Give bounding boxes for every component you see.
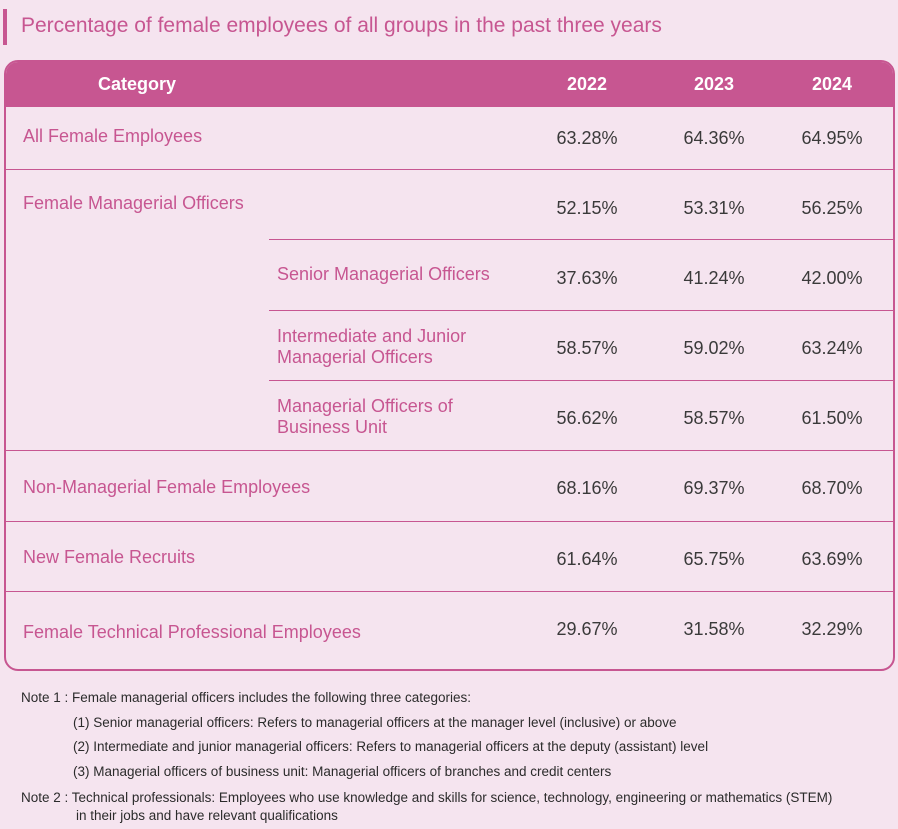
- note-1-item: (2) Intermediate and junior managerial o…: [73, 739, 709, 754]
- row-divider: [6, 591, 893, 592]
- cell-value: 31.58%: [683, 619, 745, 639]
- cell-value: 52.15%: [556, 198, 618, 218]
- row-label: Non-Managerial Female Employees: [23, 477, 311, 497]
- row-divider: [269, 310, 893, 311]
- note-1: Note 1 : Female managerial officers incl…: [21, 690, 471, 705]
- header-category: Category: [98, 74, 177, 94]
- row-divider: [6, 450, 893, 451]
- row-divider: [6, 521, 893, 522]
- header-year-2024: 2024: [811, 74, 853, 94]
- row-label: Business Unit: [277, 417, 388, 437]
- cell-value: 42.00%: [801, 268, 863, 288]
- female-employees-table: Category 2022 2023 2024 All Female Emplo…: [4, 60, 895, 671]
- row-label: All Female Employees: [23, 126, 203, 146]
- note-1-item: (3) Managerial officers of business unit…: [73, 764, 612, 779]
- cell-value: 29.67%: [556, 619, 618, 639]
- row-label: Managerial Officers: [277, 347, 433, 367]
- cell-value: 53.31%: [683, 198, 745, 218]
- cell-value: 58.57%: [556, 338, 618, 358]
- cell-value: 37.63%: [556, 268, 618, 288]
- cell-value: 61.50%: [801, 408, 863, 428]
- cell-value: 61.64%: [556, 549, 618, 569]
- cell-value: 41.24%: [683, 268, 745, 288]
- row-divider: [6, 169, 893, 170]
- cell-value: 64.36%: [683, 128, 745, 148]
- cell-value: 64.95%: [801, 128, 863, 148]
- cell-value: 58.57%: [683, 408, 745, 428]
- row-label: Female Managerial Officers: [23, 193, 244, 213]
- cell-value: 68.16%: [556, 478, 618, 498]
- note-2: Note 2 : Technical professionals: Employ…: [21, 790, 833, 805]
- cell-value: 63.24%: [801, 338, 863, 358]
- row-divider: [269, 239, 893, 240]
- cell-value: 59.02%: [683, 338, 745, 358]
- note-1-item: (1) Senior managerial officers: Refers t…: [73, 715, 677, 730]
- table-header: Category 2022 2023 2024: [6, 62, 893, 107]
- row-divider: [269, 380, 893, 381]
- cell-value: 32.29%: [801, 619, 863, 639]
- row-label: Senior Managerial Officers: [277, 264, 490, 284]
- page-title: Percentage of female employees of all gr…: [3, 9, 662, 45]
- row-label: New Female Recruits: [23, 547, 196, 567]
- cell-value: 63.69%: [801, 549, 863, 569]
- row-label: Female Technical Professional Employees: [23, 622, 361, 642]
- cell-value: 56.25%: [801, 198, 863, 218]
- header-year-2022: 2022: [566, 74, 608, 94]
- row-label: Intermediate and Junior: [277, 326, 467, 346]
- cell-value: 68.70%: [801, 478, 863, 498]
- header-year-2023: 2023: [693, 74, 735, 94]
- cell-value: 65.75%: [683, 549, 745, 569]
- cell-value: 63.28%: [556, 128, 618, 148]
- row-label: Managerial Officers of: [277, 396, 453, 416]
- note-2-continued: in their jobs and have relevant qualific…: [76, 808, 338, 823]
- cell-value: 56.62%: [556, 408, 618, 428]
- cell-value: 69.37%: [683, 478, 745, 498]
